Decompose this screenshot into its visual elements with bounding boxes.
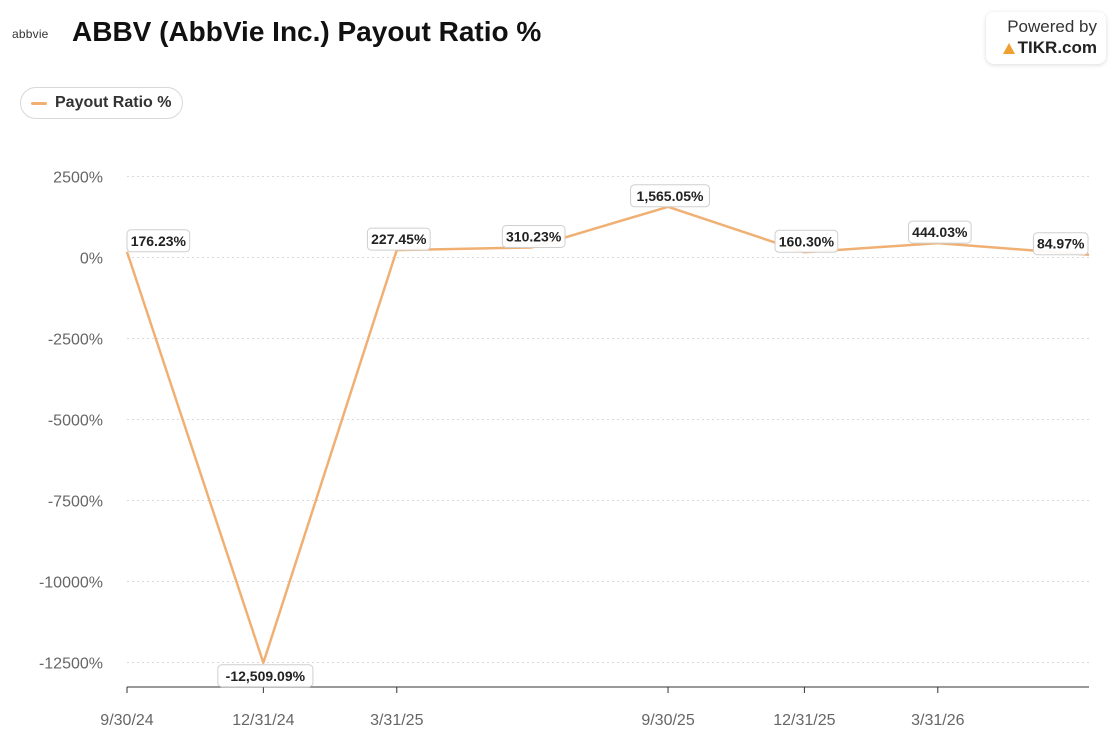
data-label: 310.23% xyxy=(501,224,566,248)
data-labels: 176.23% -12,509.09% 227.45% 310.23% 1,565.05… xyxy=(126,184,1089,688)
x-tick-label: 3/31/26 xyxy=(911,712,964,729)
chart-title: ABBV (AbbVie Inc.) Payout Ratio % xyxy=(72,16,542,47)
company-logo: abbvie xyxy=(12,27,49,41)
data-label-box xyxy=(217,664,314,688)
data-label-box xyxy=(126,229,191,253)
data-label-box xyxy=(774,229,839,253)
data-label-text: 160.30% xyxy=(779,233,835,249)
x-tick-label: 9/30/24 xyxy=(100,712,153,729)
legend-item-payout-ratio[interactable]: Payout Ratio % xyxy=(20,87,184,119)
y-tick-label: 0% xyxy=(80,251,103,268)
legend-label: Payout Ratio % xyxy=(55,94,172,111)
powered-by-badge[interactable]: Powered by TIKR.com xyxy=(986,12,1106,64)
data-label: -12,509.09% xyxy=(217,664,314,688)
tikr-logo-icon xyxy=(1002,43,1015,54)
data-label: 160.30% xyxy=(774,229,839,253)
x-tick-label: 12/31/25 xyxy=(773,712,835,729)
legend-swatch xyxy=(31,101,47,105)
data-label-text: 310.23% xyxy=(506,228,562,244)
data-label-text: 227.45% xyxy=(371,231,427,247)
brand-name: TIKR.com xyxy=(986,37,1097,59)
data-label-box xyxy=(366,227,431,251)
x-tick-label: 3/31/25 xyxy=(370,712,423,729)
y-axis-ticks: 2500% 0% -2500% -5000% -7500% -10000% -12500% xyxy=(39,170,103,673)
data-label: 444.03% xyxy=(907,220,972,244)
data-label: 176.23% xyxy=(126,229,191,253)
x-tick-label: 9/30/25 xyxy=(641,712,694,729)
y-tick-label: -5000% xyxy=(48,413,103,430)
data-label-box xyxy=(907,220,972,244)
data-label: 84.97% xyxy=(1032,232,1089,256)
powered-by-text: Powered by xyxy=(1007,17,1097,36)
x-tick-label: 12/31/24 xyxy=(232,712,294,729)
series-payout-ratio xyxy=(125,205,1090,665)
data-label-text: 84.97% xyxy=(1037,236,1085,252)
y-tick-label: -2500% xyxy=(48,332,103,349)
data-label-text: -12,509.09% xyxy=(226,668,306,684)
series-line xyxy=(125,205,1090,665)
grid-lines xyxy=(127,176,1089,663)
data-label: 227.45% xyxy=(366,227,431,251)
data-label-text: 1,565.05% xyxy=(637,188,704,204)
y-tick-label: -7500% xyxy=(48,494,103,511)
y-tick-label: -12500% xyxy=(39,656,103,673)
y-tick-label: 2500% xyxy=(53,170,103,187)
x-axis: 9/30/24 12/31/24 3/31/25 9/30/25 12/31/25 3/3… xyxy=(100,686,1089,729)
brand-label: TIKR.com xyxy=(1017,38,1097,57)
data-label: 1,565.05% xyxy=(630,184,710,208)
data-label-box xyxy=(1032,232,1089,256)
data-label-box xyxy=(630,184,710,208)
y-tick-label: -10000% xyxy=(39,575,103,592)
data-label-box xyxy=(501,224,566,248)
data-label-text: 444.03% xyxy=(912,224,968,240)
data-label-text: 176.23% xyxy=(131,233,187,249)
